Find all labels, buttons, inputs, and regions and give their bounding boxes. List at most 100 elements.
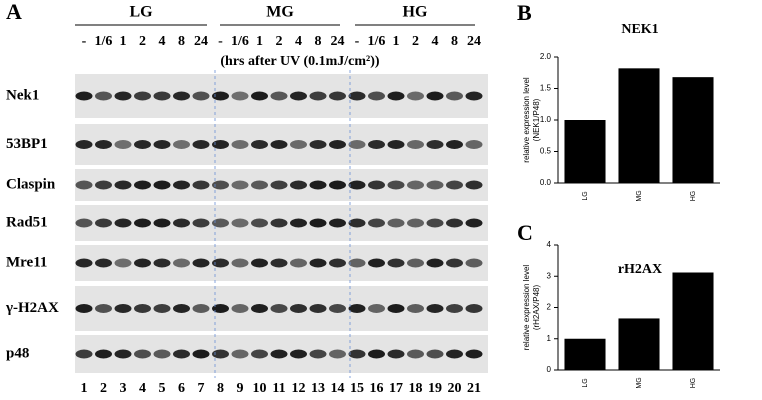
band bbox=[153, 218, 171, 228]
band bbox=[231, 304, 249, 313]
band bbox=[368, 180, 385, 190]
band bbox=[465, 349, 483, 359]
band bbox=[114, 349, 132, 359]
band bbox=[231, 180, 249, 190]
band bbox=[290, 218, 307, 228]
band bbox=[329, 349, 346, 359]
lane-time: 2 bbox=[139, 34, 146, 49]
band bbox=[114, 218, 132, 228]
band bbox=[212, 258, 229, 268]
row-label: γ-H2AX bbox=[5, 300, 59, 316]
band bbox=[95, 349, 112, 359]
band bbox=[231, 140, 249, 149]
y-tick-label: 3 bbox=[547, 271, 552, 280]
bar bbox=[618, 318, 660, 370]
row-label: 53BP1 bbox=[6, 136, 48, 152]
band bbox=[192, 91, 210, 101]
y-tick-label: 0 bbox=[547, 365, 552, 374]
lane-time: 24 bbox=[331, 34, 345, 49]
row-label: Mre11 bbox=[6, 254, 47, 270]
lane-number: 2 bbox=[100, 381, 107, 396]
chart-title: NEK1 bbox=[621, 22, 658, 37]
band bbox=[212, 218, 229, 228]
band bbox=[309, 91, 327, 101]
band bbox=[348, 304, 366, 313]
band bbox=[212, 349, 229, 359]
band bbox=[348, 180, 366, 190]
band bbox=[114, 91, 132, 101]
y-tick-label: 4 bbox=[547, 240, 552, 249]
band bbox=[270, 349, 288, 359]
lane-time: 1 bbox=[256, 34, 263, 49]
lane-time: 2 bbox=[276, 34, 283, 49]
lane-time: - bbox=[82, 34, 87, 49]
band bbox=[75, 304, 93, 313]
band bbox=[95, 304, 112, 313]
band bbox=[75, 91, 93, 101]
bar bbox=[564, 120, 606, 183]
panel-label: C bbox=[517, 220, 533, 245]
band bbox=[192, 218, 210, 228]
band bbox=[251, 304, 268, 313]
lane-number: 21 bbox=[467, 381, 481, 396]
group-label: LG bbox=[129, 4, 153, 21]
band bbox=[114, 258, 132, 268]
band bbox=[465, 304, 483, 313]
band bbox=[290, 304, 307, 313]
band bbox=[153, 304, 171, 313]
band bbox=[173, 349, 190, 359]
band bbox=[173, 140, 190, 149]
band bbox=[173, 304, 190, 313]
lane-time: 1 bbox=[120, 34, 127, 49]
band bbox=[309, 218, 327, 228]
x-tick-label: HG bbox=[690, 378, 697, 389]
band bbox=[446, 349, 463, 359]
band bbox=[426, 349, 444, 359]
lane-number: 12 bbox=[292, 381, 306, 396]
lane-number: 18 bbox=[409, 381, 423, 396]
band bbox=[290, 140, 307, 149]
y-tick-label: 1 bbox=[547, 334, 552, 343]
band bbox=[95, 91, 112, 101]
band bbox=[387, 140, 405, 149]
group-label: MG bbox=[266, 4, 294, 21]
lane-time: 4 bbox=[432, 34, 439, 49]
lane-time: 2 bbox=[412, 34, 419, 49]
band bbox=[153, 140, 171, 149]
row-label: Rad51 bbox=[6, 214, 48, 230]
band bbox=[426, 304, 444, 313]
band bbox=[329, 304, 346, 313]
band bbox=[95, 218, 112, 228]
lane-number: 8 bbox=[217, 381, 224, 396]
band bbox=[426, 140, 444, 149]
chart-title: rH2AX bbox=[618, 262, 662, 277]
band bbox=[446, 91, 463, 101]
band bbox=[95, 258, 112, 268]
band bbox=[251, 91, 268, 101]
band bbox=[231, 258, 249, 268]
y-tick-label: 2 bbox=[547, 303, 552, 312]
lane-number: 4 bbox=[139, 381, 146, 396]
band bbox=[192, 180, 210, 190]
band bbox=[75, 218, 93, 228]
group-label: HG bbox=[403, 4, 428, 21]
band bbox=[368, 304, 385, 313]
band bbox=[387, 218, 405, 228]
band bbox=[368, 349, 385, 359]
band bbox=[329, 140, 346, 149]
band bbox=[153, 91, 171, 101]
y-tick-label: 2.0 bbox=[540, 52, 552, 61]
band bbox=[114, 140, 132, 149]
band bbox=[270, 140, 288, 149]
band bbox=[192, 304, 210, 313]
band bbox=[173, 180, 190, 190]
band bbox=[251, 218, 268, 228]
band bbox=[212, 304, 229, 313]
lane-number: 6 bbox=[178, 381, 185, 396]
band bbox=[231, 218, 249, 228]
band bbox=[446, 258, 463, 268]
lane-number: 7 bbox=[198, 381, 205, 396]
row-label: p48 bbox=[6, 345, 29, 361]
band bbox=[75, 140, 93, 149]
bar bbox=[672, 272, 714, 370]
